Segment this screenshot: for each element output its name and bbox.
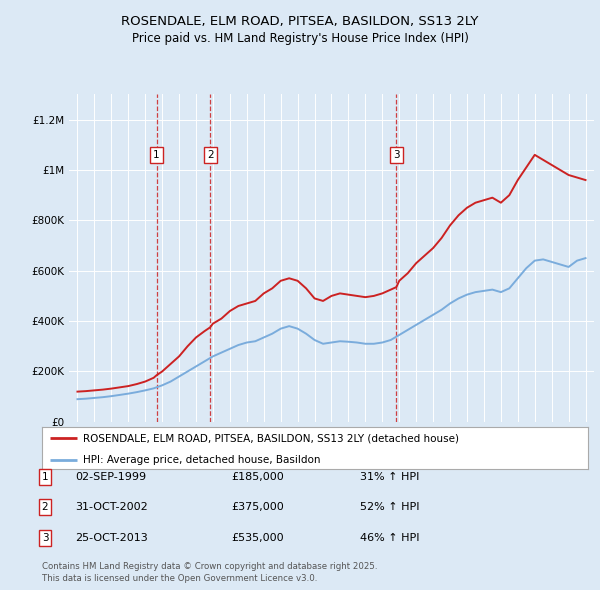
Text: 3: 3 [393, 150, 400, 160]
Text: £185,000: £185,000 [231, 472, 284, 481]
Text: 3: 3 [41, 533, 49, 543]
Text: Price paid vs. HM Land Registry's House Price Index (HPI): Price paid vs. HM Land Registry's House … [131, 32, 469, 45]
Text: Contains HM Land Registry data © Crown copyright and database right 2025.
This d: Contains HM Land Registry data © Crown c… [42, 562, 377, 583]
Text: 31-OCT-2002: 31-OCT-2002 [75, 503, 148, 512]
Text: 25-OCT-2013: 25-OCT-2013 [75, 533, 148, 543]
Text: 46% ↑ HPI: 46% ↑ HPI [360, 533, 419, 543]
Text: 52% ↑ HPI: 52% ↑ HPI [360, 503, 419, 512]
Text: HPI: Average price, detached house, Basildon: HPI: Average price, detached house, Basi… [83, 455, 320, 465]
Text: 1: 1 [153, 150, 160, 160]
Text: ROSENDALE, ELM ROAD, PITSEA, BASILDON, SS13 2LY: ROSENDALE, ELM ROAD, PITSEA, BASILDON, S… [121, 15, 479, 28]
Text: 31% ↑ HPI: 31% ↑ HPI [360, 472, 419, 481]
Text: 1: 1 [41, 472, 49, 481]
Text: ROSENDALE, ELM ROAD, PITSEA, BASILDON, SS13 2LY (detached house): ROSENDALE, ELM ROAD, PITSEA, BASILDON, S… [83, 433, 459, 443]
Text: 2: 2 [41, 503, 49, 512]
Text: 02-SEP-1999: 02-SEP-1999 [75, 472, 146, 481]
Text: £375,000: £375,000 [231, 503, 284, 512]
Text: £535,000: £535,000 [231, 533, 284, 543]
Text: 2: 2 [207, 150, 214, 160]
